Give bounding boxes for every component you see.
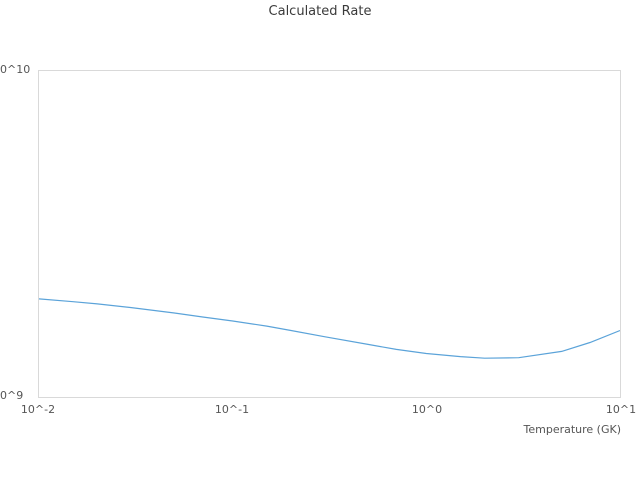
rate-line [39, 298, 620, 359]
x-axis-label: Temperature (GK) [523, 423, 622, 436]
x-tick-label-1: 10^-1 [214, 403, 250, 416]
y-tick-label-bottom: 0^9 [0, 389, 24, 402]
x-tick-label-3: 10^1 [605, 403, 637, 416]
chart-title: Calculated Rate [268, 4, 372, 19]
x-tick-label-0: 10^-2 [20, 403, 56, 416]
x-tick-label-2: 10^0 [411, 403, 443, 416]
y-tick-label-top: 0^10 [0, 63, 31, 76]
rate-line-svg [39, 298, 620, 359]
plot-area [38, 70, 621, 398]
